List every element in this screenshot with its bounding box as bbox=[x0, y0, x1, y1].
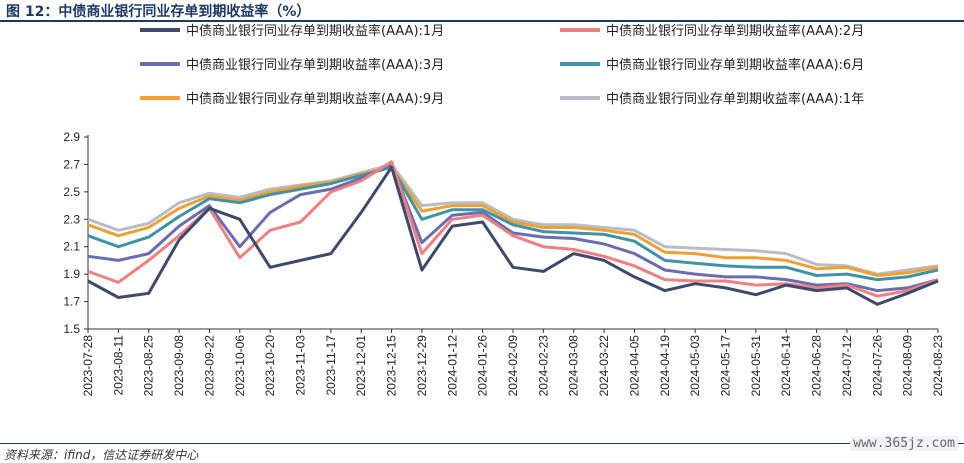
x-tick-label: 2023-10-06 bbox=[233, 335, 247, 397]
figure-header: 图 12：中债商业银行同业存单到期收益率（%） bbox=[0, 0, 964, 20]
y-tick-label: 2.1 bbox=[63, 240, 80, 254]
x-tick-label: 2024-05-03 bbox=[688, 335, 702, 397]
x-tick-label: 2023-12-29 bbox=[415, 335, 429, 397]
y-tick-label: 2.5 bbox=[63, 185, 80, 199]
legend-label-0: 中债商业银行同业存单到期收益率(AAA):1月 bbox=[186, 23, 444, 39]
x-tick-label: 2023-10-20 bbox=[263, 335, 277, 397]
x-tick-label: 2023-11-03 bbox=[294, 335, 308, 396]
y-tick-label: 1.7 bbox=[63, 295, 80, 309]
x-tick-label: 2024-04-05 bbox=[627, 335, 641, 397]
x-tick-label: 2024-01-12 bbox=[445, 335, 459, 397]
x-tick-label: 2024-06-14 bbox=[779, 335, 793, 397]
x-tick-label: 2023-08-25 bbox=[142, 335, 156, 397]
series-line-3 bbox=[87, 165, 939, 282]
series-line-4 bbox=[87, 165, 939, 277]
y-tick-label: 2.3 bbox=[63, 212, 80, 226]
y-tick-label: 1.5 bbox=[63, 322, 80, 336]
x-tick-label: 2024-05-31 bbox=[749, 335, 763, 397]
x-tick-label: 2024-08-23 bbox=[931, 335, 945, 397]
y-tick-label: 2.7 bbox=[63, 157, 80, 171]
legend-label-1: 中债商业银行同业存单到期收益率(AAA):2月 bbox=[606, 23, 864, 39]
x-tick-label: 2024-07-26 bbox=[870, 335, 884, 397]
x-tick-label: 2024-03-22 bbox=[597, 335, 611, 397]
x-tick-label: 2024-08-09 bbox=[901, 335, 915, 397]
x-tick-label: 2024-03-08 bbox=[567, 335, 581, 397]
legend-label-5: 中债商业银行同业存单到期收益率(AAA):1年 bbox=[606, 91, 864, 107]
x-axis: 2023-07-28 2023-08-11 2023-08-25 2023-09-08… bbox=[81, 328, 945, 397]
legend-label-2: 中债商业银行同业存单到期收益率(AAA):3月 bbox=[186, 57, 444, 73]
figure-title: 图 12：中债商业银行同业存单到期收益率（%） bbox=[6, 4, 311, 20]
x-tick-label: 2024-01-26 bbox=[476, 335, 490, 397]
y-tick-label: 2.9 bbox=[63, 130, 80, 144]
series-line-0 bbox=[87, 165, 939, 306]
y-axis: 2.9 2.7 2.5 2.3 2.1 1.9 1.7 1.5 bbox=[63, 130, 89, 336]
x-tick-label: 2023-09-08 bbox=[172, 335, 186, 397]
x-tick-label: 2024-05-17 bbox=[719, 335, 733, 397]
x-tick-label: 2023-09-22 bbox=[202, 335, 216, 397]
series-line-1 bbox=[87, 160, 939, 298]
legend-label-4: 中债商业银行同业存单到期收益率(AAA):9月 bbox=[186, 91, 444, 107]
y-tick-label: 1.9 bbox=[63, 267, 80, 281]
header-rule bbox=[0, 20, 964, 22]
x-tick-label: 2024-07-12 bbox=[840, 335, 854, 397]
x-tick-label: 2024-02-09 bbox=[506, 335, 520, 397]
x-tick-label: 2023-12-01 bbox=[354, 335, 368, 397]
yield-line-chart: 中债商业银行同业存单到期收益率(AAA):1月 中债商业银行同业存单到期收益率(A… bbox=[63, 23, 945, 397]
series-line-2 bbox=[87, 162, 939, 293]
x-tick-label: 2024-02-23 bbox=[536, 335, 550, 397]
chart-legend: 中债商业银行同业存单到期收益率(AAA):1月 中债商业银行同业存单到期收益率(A… bbox=[140, 23, 864, 107]
x-tick-label: 2023-07-28 bbox=[81, 335, 95, 397]
series-line-5 bbox=[87, 162, 939, 276]
x-tick-label: 2024-04-19 bbox=[658, 335, 672, 397]
watermark-text: www.365jz.com bbox=[850, 436, 958, 451]
footer-rule bbox=[0, 443, 964, 444]
x-tick-label: 2023-08-11 bbox=[111, 335, 125, 396]
chart-series bbox=[87, 160, 939, 306]
x-tick-label: 2023-12-15 bbox=[385, 335, 399, 397]
x-tick-label: 2024-06-28 bbox=[810, 335, 824, 397]
legend-label-3: 中债商业银行同业存单到期收益率(AAA):6月 bbox=[606, 57, 864, 73]
x-tick-label: 2023-11-17 bbox=[324, 335, 338, 396]
source-note: 资料来源：ifind，信达证券研发中心 bbox=[4, 448, 199, 462]
